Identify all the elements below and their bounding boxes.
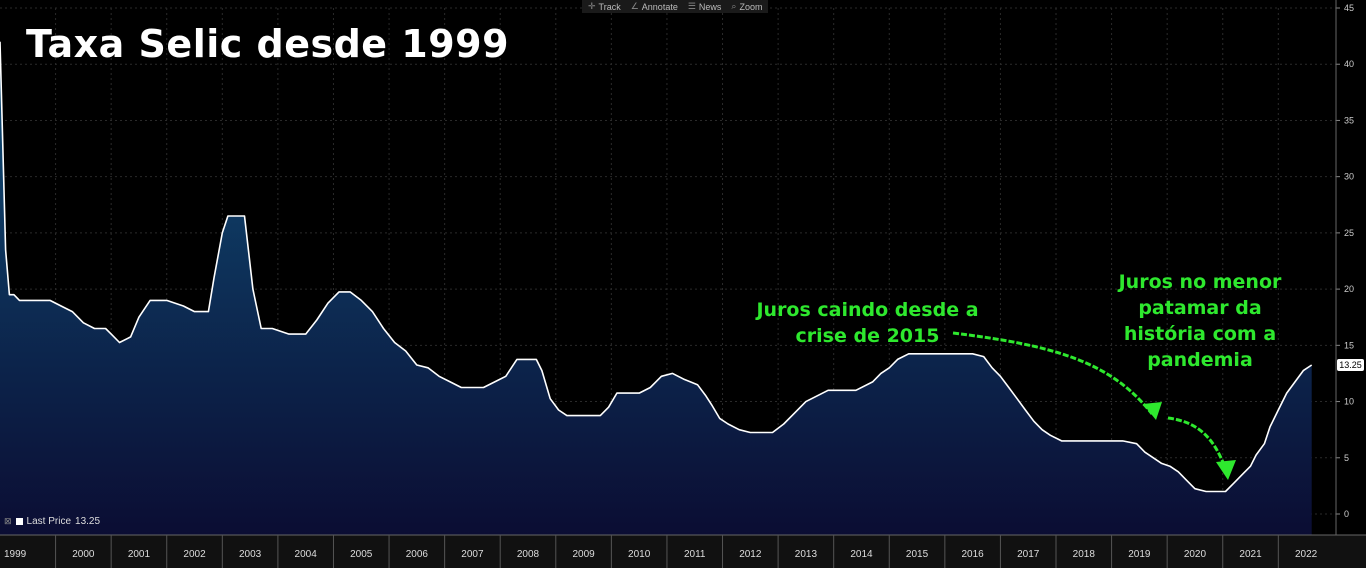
news-button[interactable]: ☰ News [688, 1, 722, 12]
x-tick-label: 2015 [906, 549, 929, 560]
annotation-pandemic-low: Juros no menor patamar da história com a… [1110, 269, 1290, 373]
x-tick-label: 2011 [684, 549, 706, 560]
zoom-icon: ⌕ [731, 1, 736, 12]
legend: ⊠ Last Price 13.25 [4, 516, 100, 527]
x-tick-label: 2008 [517, 549, 540, 560]
legend-label: Last Price [27, 516, 71, 527]
x-tick-label: 2013 [795, 549, 818, 560]
chart-title: Taxa Selic desde 1999 [26, 22, 509, 66]
x-tick-label: 1999 [4, 549, 27, 560]
legend-toggle-icon[interactable]: ⊠ [4, 516, 12, 527]
x-tick-label: 2020 [1184, 549, 1207, 560]
x-tick-label: 2019 [1128, 549, 1151, 560]
x-tick-label: 2021 [1239, 549, 1262, 560]
y-tick-label: 0 [1344, 509, 1349, 519]
x-tick-label: 2007 [461, 549, 484, 560]
track-label: Track [599, 2, 621, 12]
y-tick-label: 5 [1344, 453, 1349, 463]
x-tick-label: 2010 [628, 549, 651, 560]
crosshair-icon: ✛ [588, 1, 596, 12]
x-tick-label: 2014 [850, 549, 873, 560]
arrowhead-crisis [1143, 402, 1162, 420]
y-tick-label: 45 [1344, 3, 1354, 13]
zoom-button[interactable]: ⌕ Zoom [731, 1, 762, 12]
x-tick-label: 2000 [72, 549, 95, 560]
annotation-crisis-2015: Juros caindo desde a crise de 2015 [745, 297, 990, 349]
y-tick-label: 35 [1344, 115, 1354, 125]
zoom-label: Zoom [739, 2, 762, 12]
x-tick-label: 2004 [295, 549, 318, 560]
x-tick-label: 2009 [572, 549, 595, 560]
track-button[interactable]: ✛ Track [588, 1, 621, 12]
legend-value: 13.25 [75, 516, 100, 527]
y-tick-label: 30 [1344, 172, 1354, 182]
annotate-button[interactable]: ∠ Annotate [631, 1, 678, 12]
y-tick-label: 25 [1344, 228, 1354, 238]
y-tick-label: 40 [1344, 59, 1354, 69]
y-tick-label: 20 [1344, 284, 1354, 294]
x-tick-label: 2001 [128, 549, 151, 560]
annotate-label: Annotate [642, 2, 678, 12]
x-tick-label: 2016 [962, 549, 985, 560]
x-axis: 1999 2000 2001 2002 2003 2004 2005 2006 2007 2008… [0, 535, 1366, 568]
pencil-icon: ∠ [631, 1, 639, 12]
y-axis: 0 5 10 15 20 25 30 35 40 45 [1336, 0, 1354, 535]
y-tick-label: 15 [1344, 340, 1354, 350]
last-value-badge: 13.25 [1337, 359, 1364, 371]
x-tick-label: 2002 [183, 549, 206, 560]
x-tick-label: 2012 [739, 549, 762, 560]
y-tick-label: 10 [1344, 397, 1354, 407]
arrowhead-pandemic [1216, 460, 1236, 480]
x-tick-label: 2006 [406, 549, 429, 560]
news-icon: ☰ [688, 1, 696, 12]
x-tick-label: 2003 [239, 549, 262, 560]
chart-toolbar: ✛ Track ∠ Annotate ☰ News ⌕ Zoom [582, 0, 768, 13]
x-tick-label: 2017 [1017, 549, 1040, 560]
x-tick-label: 2005 [350, 549, 373, 560]
x-tick-label: 2018 [1073, 549, 1096, 560]
news-label: News [699, 2, 722, 12]
legend-swatch [16, 518, 23, 525]
x-tick-label: 2022 [1295, 549, 1318, 560]
